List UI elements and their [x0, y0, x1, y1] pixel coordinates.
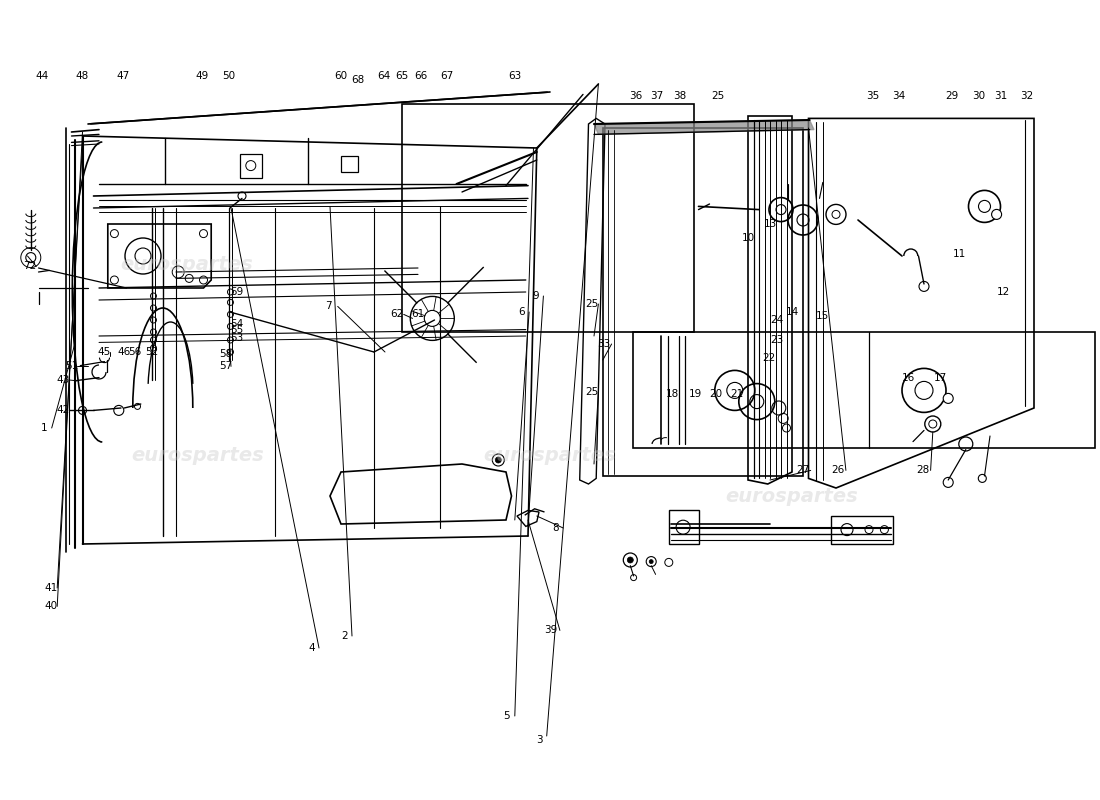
Text: 68: 68: [351, 75, 364, 85]
Text: 26: 26: [832, 466, 845, 475]
Text: 65: 65: [395, 71, 408, 81]
Text: 14: 14: [785, 307, 799, 317]
Text: eurospartes: eurospartes: [726, 486, 858, 506]
Text: 22: 22: [762, 353, 776, 362]
Text: 55: 55: [230, 326, 243, 335]
Text: 49: 49: [196, 71, 209, 81]
Text: 29: 29: [945, 91, 958, 101]
Text: 50: 50: [222, 71, 235, 81]
Text: 59: 59: [230, 287, 243, 297]
Text: 61: 61: [411, 310, 425, 319]
Text: 1: 1: [41, 423, 47, 433]
Text: 64: 64: [377, 71, 390, 81]
Text: 25: 25: [712, 91, 725, 101]
Text: 39: 39: [544, 626, 558, 635]
Text: 44: 44: [35, 71, 48, 81]
Text: 54: 54: [230, 319, 243, 329]
Text: 46: 46: [118, 347, 131, 357]
Text: 27: 27: [796, 466, 810, 475]
Text: 28: 28: [916, 466, 930, 475]
Text: 17: 17: [934, 374, 947, 383]
Text: 33: 33: [597, 339, 611, 349]
Text: 21: 21: [730, 390, 744, 399]
Bar: [402, 104, 694, 332]
Text: 34: 34: [892, 91, 905, 101]
Text: 37: 37: [650, 91, 663, 101]
Text: 20: 20: [710, 390, 723, 399]
Text: 56: 56: [129, 347, 142, 357]
Text: 23: 23: [770, 335, 783, 345]
Polygon shape: [594, 120, 814, 134]
Bar: [632, 332, 1094, 448]
Text: eurospartes: eurospartes: [484, 446, 616, 466]
Text: 9: 9: [532, 291, 539, 301]
Text: 4: 4: [308, 643, 315, 653]
Text: 11: 11: [953, 249, 966, 258]
Text: 53: 53: [230, 334, 243, 343]
Text: 57: 57: [219, 362, 232, 371]
Text: 31: 31: [994, 91, 1008, 101]
Text: 19: 19: [689, 390, 702, 399]
Circle shape: [495, 457, 502, 463]
Text: 25: 25: [585, 387, 598, 397]
Text: 60: 60: [334, 71, 348, 81]
Text: eurospartes: eurospartes: [121, 254, 253, 274]
Text: 48: 48: [76, 71, 89, 81]
Text: 38: 38: [673, 91, 686, 101]
Text: 8: 8: [552, 523, 559, 533]
Circle shape: [991, 210, 1002, 219]
Text: 2: 2: [341, 631, 348, 641]
Circle shape: [649, 559, 653, 563]
Text: 32: 32: [1020, 91, 1033, 101]
Text: 10: 10: [741, 233, 755, 242]
Text: 45: 45: [98, 347, 111, 357]
Circle shape: [627, 557, 634, 563]
Text: 3: 3: [536, 735, 542, 745]
Text: 62: 62: [390, 310, 404, 319]
Text: 36: 36: [629, 91, 642, 101]
Text: 25: 25: [585, 299, 598, 309]
Text: 43: 43: [56, 375, 69, 385]
Text: 12: 12: [997, 287, 1010, 297]
Text: 15: 15: [816, 311, 829, 321]
Text: 51: 51: [65, 361, 78, 370]
Text: 72: 72: [23, 262, 36, 271]
Text: 5: 5: [503, 711, 509, 721]
Circle shape: [943, 394, 954, 403]
Text: 35: 35: [866, 91, 879, 101]
Text: 40: 40: [44, 602, 57, 611]
Text: 66: 66: [415, 71, 428, 81]
Text: 58: 58: [219, 350, 232, 359]
Text: 52: 52: [145, 347, 158, 357]
Text: 41: 41: [44, 583, 57, 593]
Text: 18: 18: [666, 390, 679, 399]
Text: 63: 63: [508, 71, 521, 81]
Text: eurospartes: eurospartes: [132, 446, 264, 466]
Text: 16: 16: [902, 374, 915, 383]
Text: 42: 42: [56, 406, 69, 415]
Text: 67: 67: [440, 71, 453, 81]
Text: 7: 7: [326, 302, 332, 311]
Text: 24: 24: [770, 315, 783, 325]
Text: 47: 47: [117, 71, 130, 81]
Text: 13: 13: [763, 219, 777, 229]
Text: 6: 6: [518, 307, 525, 317]
Text: 30: 30: [972, 91, 986, 101]
